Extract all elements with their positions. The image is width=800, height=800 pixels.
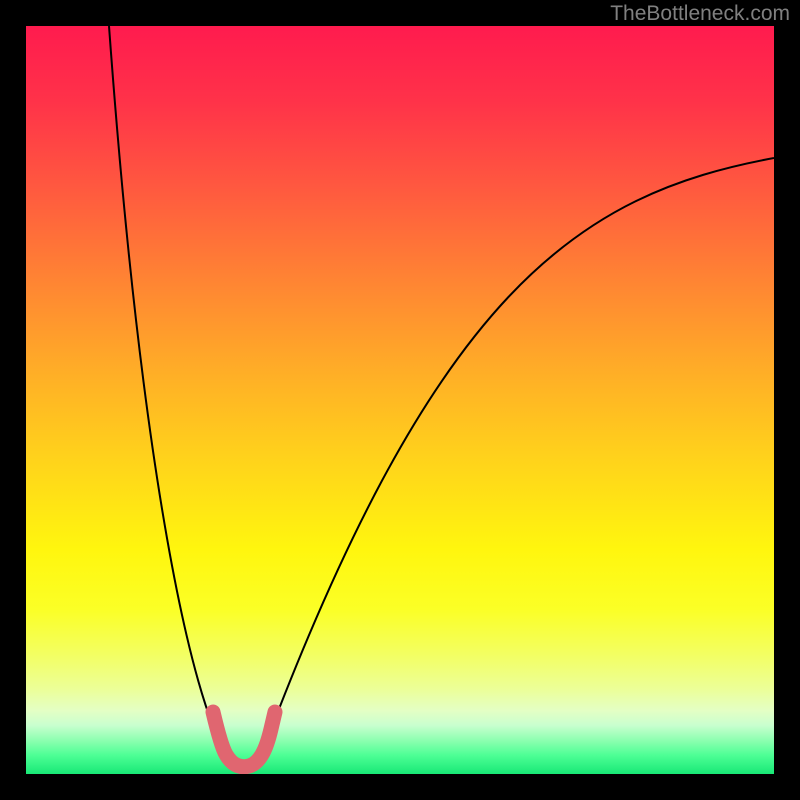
gradient-background [26,26,774,774]
watermark-text: TheBottleneck.com [610,2,790,26]
chart-svg [26,26,774,774]
plot-area [26,26,774,774]
